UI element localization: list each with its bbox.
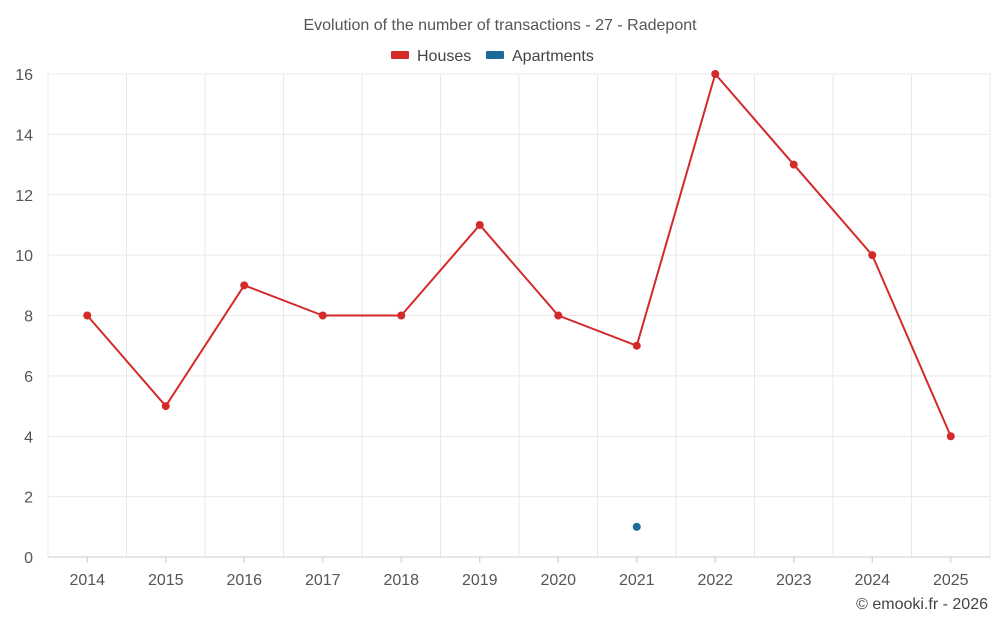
data-point-houses[interactable] xyxy=(475,220,484,229)
x-tick-label: 2023 xyxy=(776,572,812,589)
y-tick-label: 14 xyxy=(15,127,33,144)
legend-item-apartments[interactable]: Apartments xyxy=(486,48,594,65)
x-tick-label: 2021 xyxy=(619,572,655,589)
series-apartments xyxy=(632,522,641,531)
series-houses xyxy=(83,70,955,441)
data-point-houses[interactable] xyxy=(397,311,406,320)
x-tick-label: 2024 xyxy=(854,572,890,589)
y-tick-label: 16 xyxy=(15,67,33,84)
data-point-houses[interactable] xyxy=(868,251,877,260)
data-point-houses[interactable] xyxy=(711,70,720,78)
y-tick-label: 2 xyxy=(24,490,33,507)
series-line-houses xyxy=(86,73,952,437)
x-tick-label: 2019 xyxy=(462,572,498,589)
x-axis-ticks: 2014 2015 2016 2017 2018 2019 2020 2021 2022 2023… xyxy=(69,557,969,589)
legend-label-apartments: Apartments xyxy=(512,48,594,65)
data-point-houses[interactable] xyxy=(161,402,170,411)
data-point-houses[interactable] xyxy=(83,311,92,320)
y-tick-label: 4 xyxy=(24,429,33,446)
legend-swatch-houses xyxy=(391,51,409,59)
legend-swatch-apartments xyxy=(486,51,504,59)
x-tick-label: 2015 xyxy=(148,572,184,589)
data-point-houses[interactable] xyxy=(318,311,327,320)
data-point-houses[interactable] xyxy=(946,432,955,441)
y-tick-label: 0 xyxy=(24,550,33,567)
legend: Houses Apartments xyxy=(391,48,594,65)
y-tick-label: 12 xyxy=(15,188,33,205)
y-gridlines xyxy=(48,73,990,498)
x-tick-label: 2016 xyxy=(226,572,262,589)
data-point-houses[interactable] xyxy=(240,281,249,290)
chart-title: Evolution of the number of transactions … xyxy=(303,17,697,34)
credit-text: © emooki.fr - 2026 xyxy=(856,596,988,613)
data-point-apartments[interactable] xyxy=(632,522,641,531)
x-tick-label: 2025 xyxy=(933,572,969,589)
x-tick-label: 2018 xyxy=(383,572,419,589)
x-tick-label: 2017 xyxy=(305,572,341,589)
y-tick-label: 8 xyxy=(24,309,33,326)
data-point-houses[interactable] xyxy=(554,311,563,320)
series-layer xyxy=(83,70,955,531)
x-tick-label: 2022 xyxy=(697,572,733,589)
legend-item-houses[interactable]: Houses xyxy=(391,48,471,65)
data-point-houses[interactable] xyxy=(789,160,798,169)
y-axis-ticks: 0 2 4 6 8 10 12 14 16 xyxy=(15,67,33,567)
y-tick-label: 10 xyxy=(15,248,33,265)
data-point-houses[interactable] xyxy=(632,341,641,350)
y-tick-label: 6 xyxy=(24,369,33,386)
x-tick-label: 2020 xyxy=(540,572,576,589)
legend-label-houses: Houses xyxy=(417,48,471,65)
x-tick-label: 2014 xyxy=(69,572,105,589)
